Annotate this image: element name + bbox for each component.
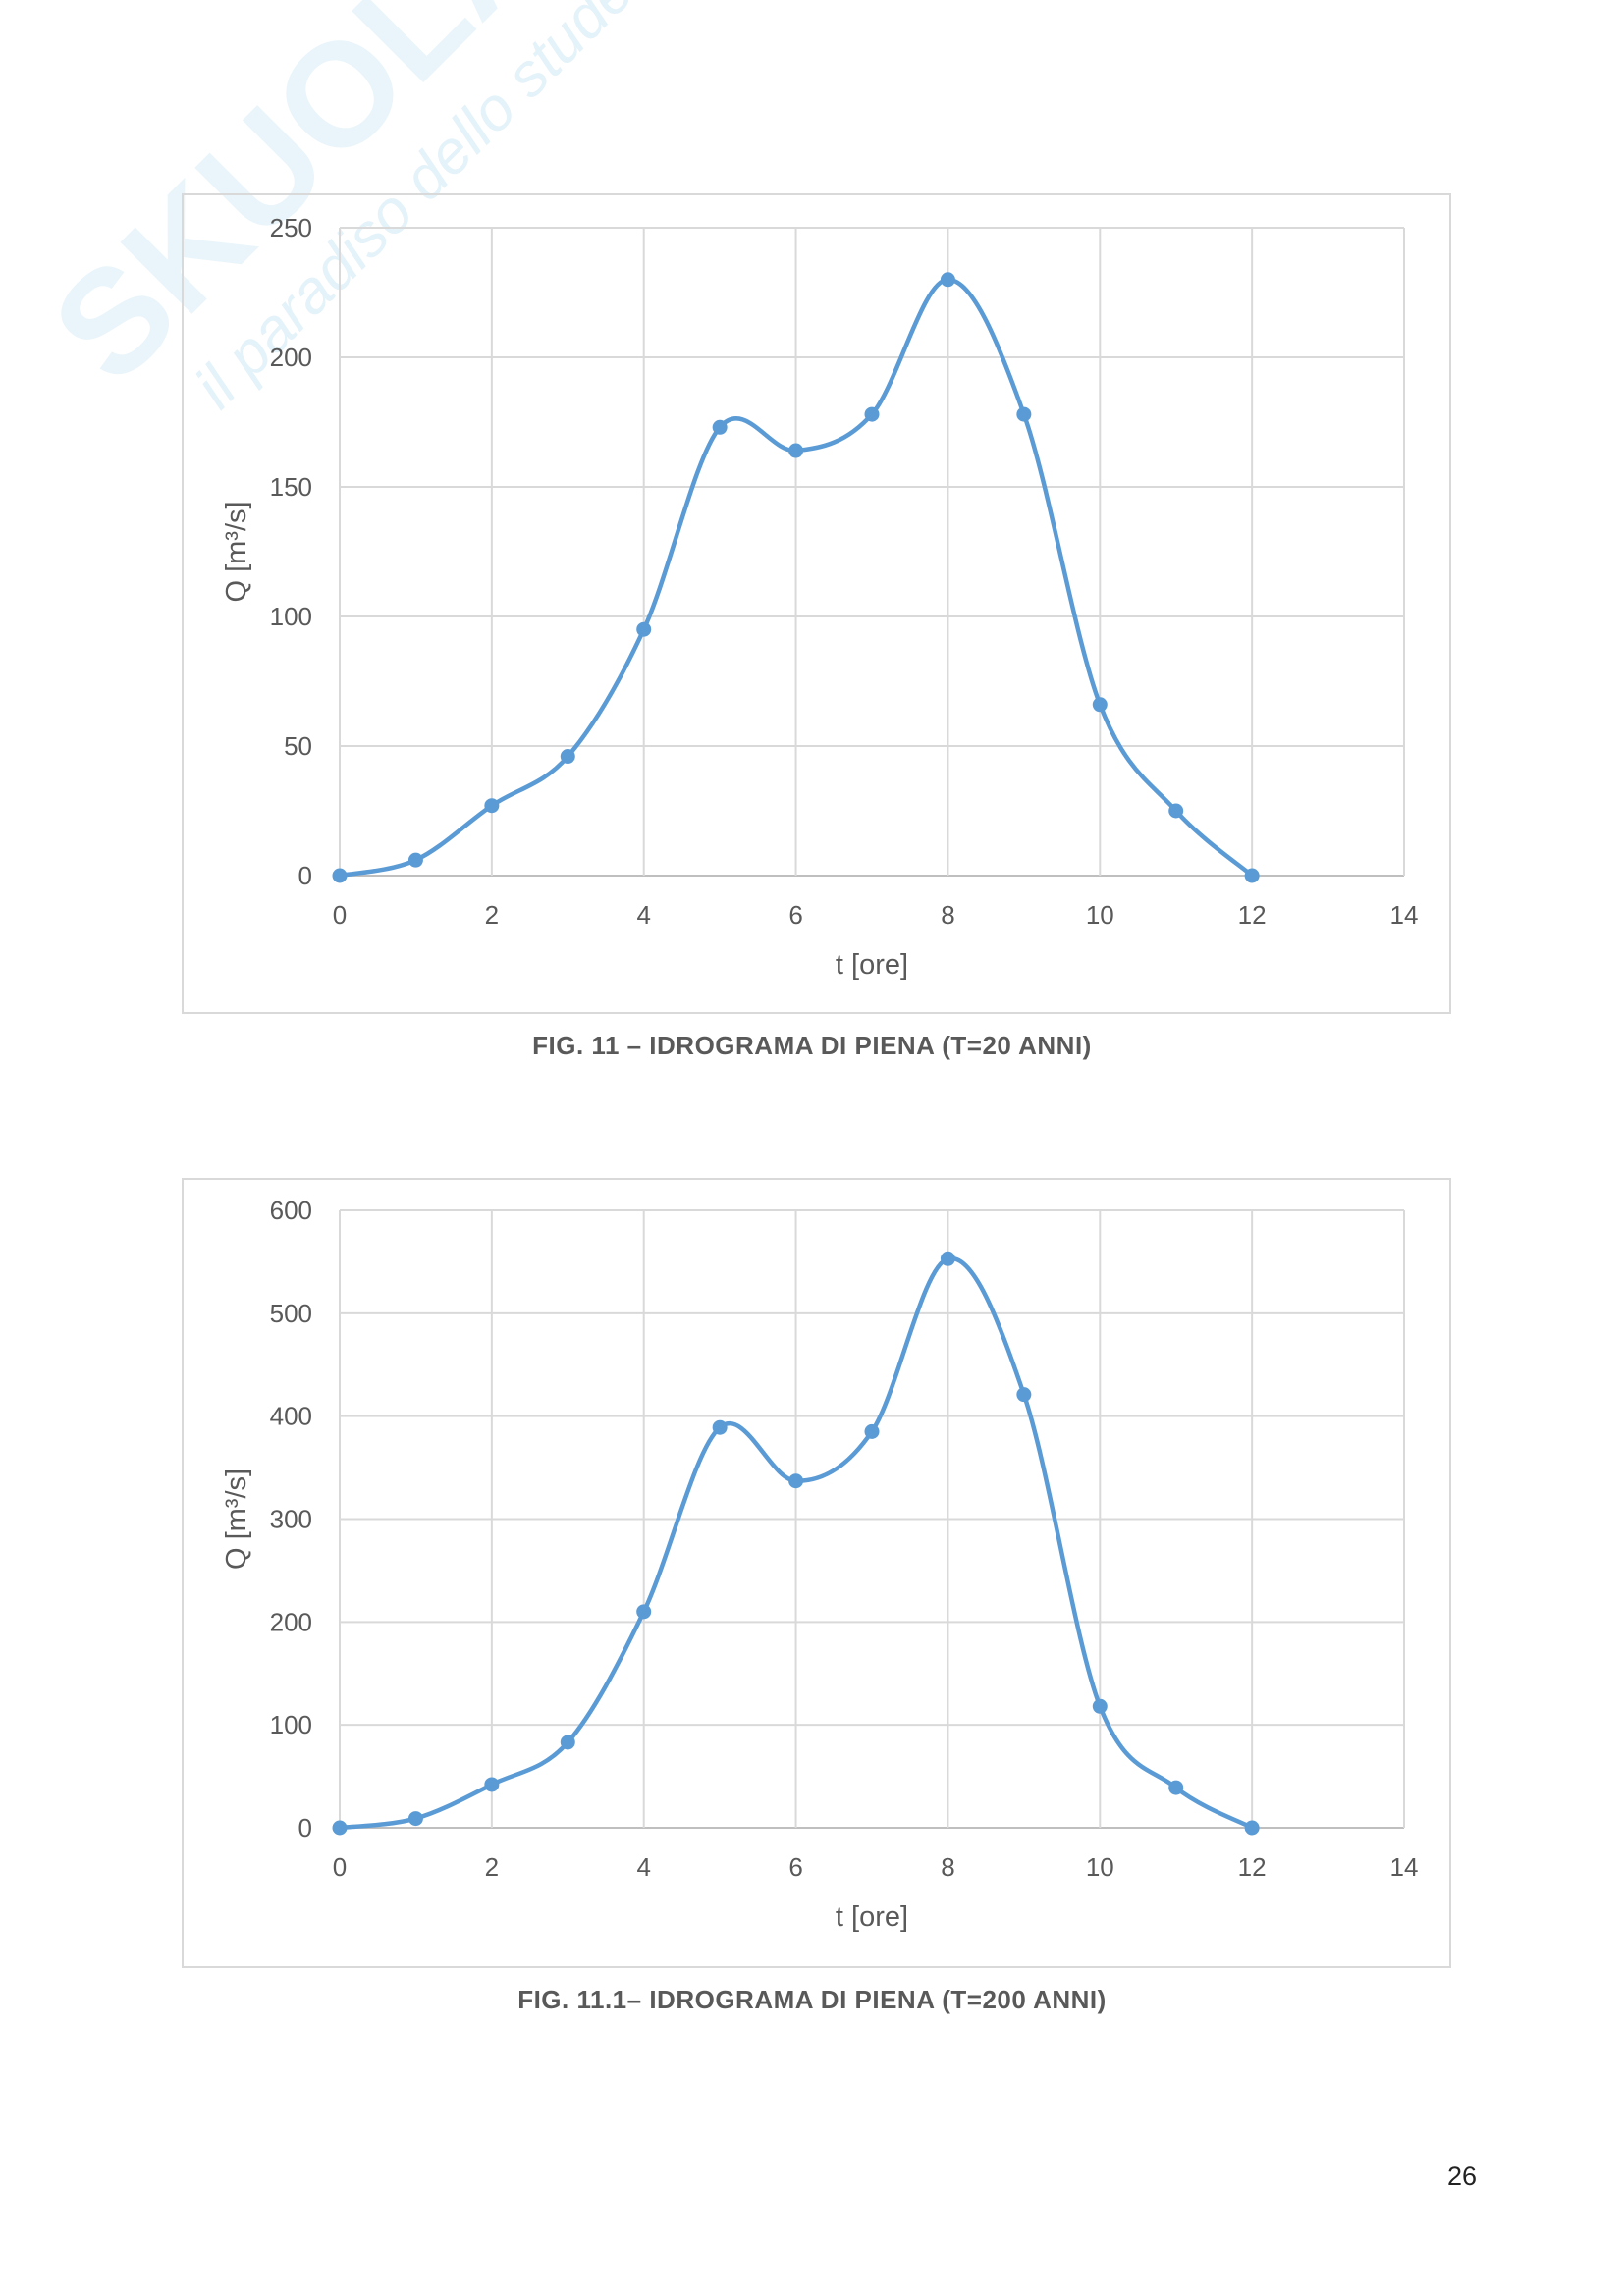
chart-1-frame: 0 50 100 150 200 250 0 2 4 6 8 10 12 14 t [ore] Q [m³/s… — [182, 193, 1451, 1014]
x-tick-label: 10 — [1086, 900, 1114, 930]
data-point — [407, 1811, 423, 1827]
data-point — [788, 443, 804, 458]
data-point — [1092, 1698, 1108, 1714]
data-point — [484, 1777, 500, 1792]
data-point — [1244, 1820, 1260, 1836]
data-point — [1016, 406, 1032, 422]
data-point — [636, 1604, 652, 1620]
y-tick-label: 0 — [298, 1813, 312, 1842]
data-point — [864, 406, 880, 422]
figure-caption-1: FIG. 11 – IDROGRAMA DI PIENA (T=20 ANNI) — [532, 1031, 1092, 1060]
data-point — [940, 272, 955, 288]
data-point — [484, 798, 500, 814]
x-tick-label: 14 — [1390, 1852, 1419, 1882]
data-point — [1092, 697, 1108, 713]
data-point — [332, 868, 348, 883]
x-tick-label: 8 — [941, 1852, 954, 1882]
y-tick-label: 0 — [298, 861, 312, 890]
y-tick-label: 500 — [270, 1299, 312, 1328]
data-point — [636, 621, 652, 637]
figure-caption-2: FIG. 11.1– IDROGRAMA DI PIENA (T=200 ANN… — [517, 1985, 1107, 2014]
y-tick-label: 300 — [270, 1505, 312, 1534]
data-point — [1168, 1780, 1184, 1795]
data-point — [712, 1419, 728, 1435]
data-point — [407, 852, 423, 868]
y-axis-label: Q [m³/s] — [221, 501, 252, 602]
y-tick-label: 200 — [270, 343, 312, 372]
x-tick-label: 6 — [788, 1852, 802, 1882]
data-point — [940, 1251, 955, 1266]
x-axis-label: t [ore] — [836, 949, 908, 981]
x-tick-label: 2 — [485, 900, 499, 930]
x-tick-label: 0 — [333, 1852, 347, 1882]
chart-2-frame: 0 100 200 300 400 500 600 0 2 4 6 8 10 12 14 t [ore] Q [… — [182, 1178, 1451, 1968]
x-tick-label: 8 — [941, 900, 954, 930]
x-tick-label: 12 — [1238, 1852, 1267, 1882]
x-tick-label: 6 — [788, 900, 802, 930]
x-axis-label: t [ore] — [836, 1901, 908, 1933]
y-tick-label: 100 — [270, 1710, 312, 1739]
page-number: 26 — [1447, 2162, 1478, 2191]
chart-2: 0 100 200 300 400 500 600 0 2 4 6 8 10 12 14 t [ore] Q [… — [221, 1196, 1419, 1933]
data-point — [1244, 868, 1260, 883]
x-tick-label: 4 — [636, 1852, 650, 1882]
y-tick-label: 50 — [284, 731, 312, 761]
data-point — [864, 1423, 880, 1439]
data-point — [788, 1473, 804, 1489]
x-tick-label: 12 — [1238, 900, 1267, 930]
y-tick-label: 200 — [270, 1607, 312, 1636]
y-tick-label: 250 — [270, 213, 312, 242]
series-line — [337, 1255, 1255, 1831]
data-point — [560, 1735, 575, 1750]
y-tick-label: 100 — [270, 602, 312, 631]
chart-1: 0 50 100 150 200 250 0 2 4 6 8 10 12 14 t [ore] Q [m³/s… — [221, 213, 1419, 981]
series-line — [337, 277, 1255, 879]
y-axis-label: Q [m³/s] — [221, 1468, 252, 1570]
data-point — [332, 1820, 348, 1836]
data-point — [1016, 1387, 1032, 1403]
x-tick-label: 4 — [636, 900, 650, 930]
y-tick-label: 400 — [270, 1402, 312, 1431]
data-point — [1168, 803, 1184, 819]
x-tick-label: 0 — [333, 900, 347, 930]
data-point — [712, 419, 728, 435]
y-tick-label: 600 — [270, 1196, 312, 1225]
x-tick-label: 10 — [1086, 1852, 1114, 1882]
x-tick-label: 14 — [1390, 900, 1419, 930]
y-tick-label: 150 — [270, 472, 312, 502]
data-point — [560, 749, 575, 765]
x-tick-label: 2 — [485, 1852, 499, 1882]
